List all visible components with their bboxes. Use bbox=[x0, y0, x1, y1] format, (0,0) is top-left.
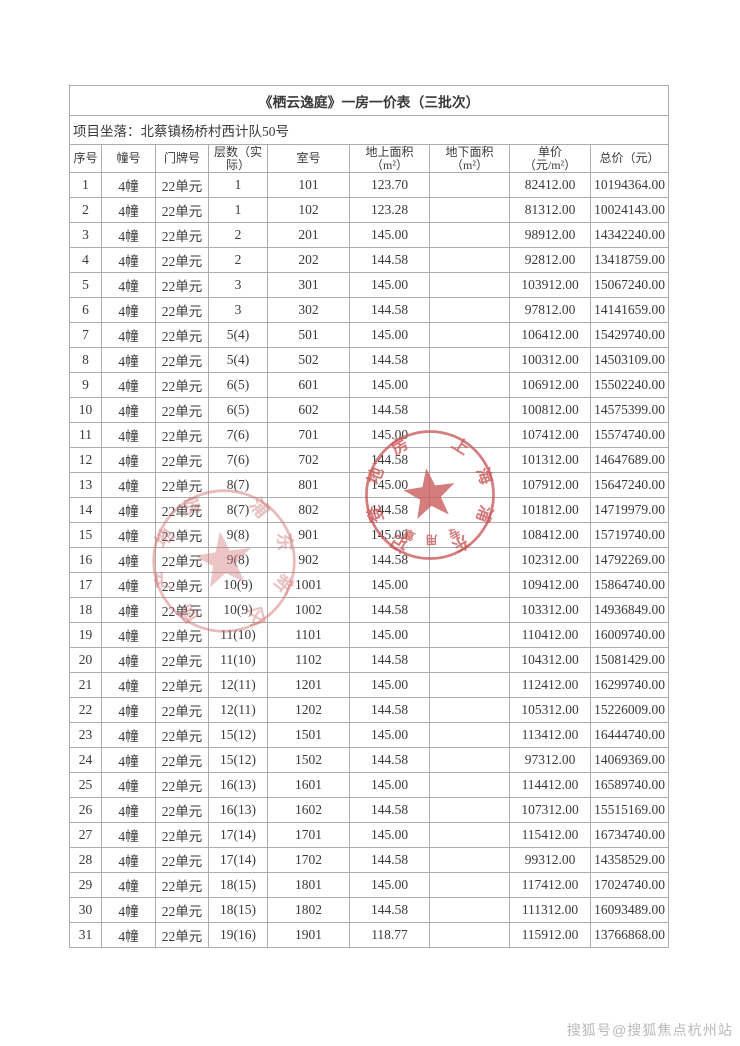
svg-text:局: 局 bbox=[175, 600, 202, 627]
svg-text:浦: 浦 bbox=[246, 494, 274, 522]
svg-text:区: 区 bbox=[245, 604, 268, 628]
svg-text:房: 房 bbox=[180, 493, 203, 518]
svg-text:东: 东 bbox=[274, 532, 295, 551]
svg-text:用: 用 bbox=[425, 532, 438, 546]
svg-text:产: 产 bbox=[152, 571, 173, 590]
svg-text:上: 上 bbox=[448, 434, 472, 459]
